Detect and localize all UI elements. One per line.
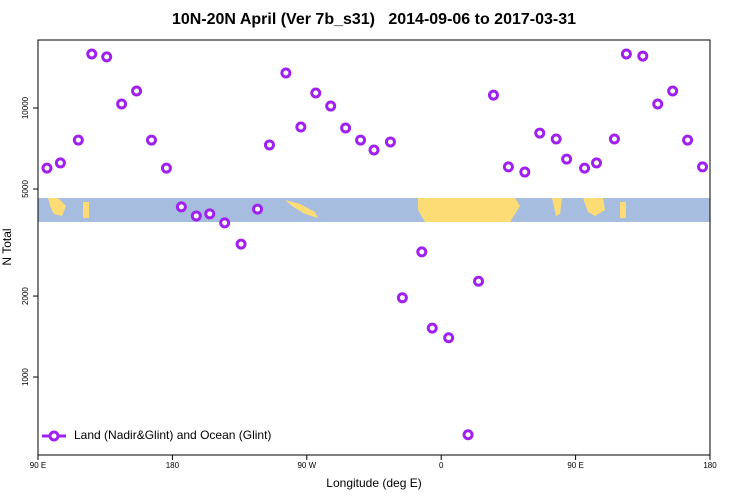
point	[534, 127, 546, 139]
point	[561, 153, 573, 165]
map-band	[38, 198, 710, 222]
legend-label: Land (Nadir&Glint) and Ocean (Glint)	[74, 428, 271, 442]
point	[637, 50, 649, 62]
x-tick-label: 90 W	[297, 461, 316, 470]
point	[443, 332, 455, 344]
x-tick-label: 180	[166, 461, 180, 470]
land	[48, 198, 626, 222]
point	[652, 98, 664, 110]
point	[160, 162, 172, 174]
y-tick-label: 5000	[21, 180, 30, 198]
plot-frame	[37, 39, 711, 456]
y-tick-label: 1000	[21, 368, 30, 386]
point	[487, 89, 499, 101]
point	[190, 210, 202, 222]
point	[620, 48, 632, 60]
x-tick-label: 0	[439, 461, 444, 470]
point	[384, 136, 396, 148]
point	[550, 133, 562, 145]
point	[325, 100, 337, 112]
point	[682, 134, 694, 146]
point	[396, 292, 408, 304]
point	[340, 122, 352, 134]
point	[519, 166, 531, 178]
point	[462, 429, 474, 441]
point	[667, 85, 679, 97]
y-tick-label: 10000	[21, 96, 30, 119]
ocean	[38, 198, 710, 222]
point	[145, 134, 157, 146]
x-tick-label: 90 E	[30, 461, 46, 470]
point	[86, 48, 98, 60]
point	[426, 322, 438, 334]
y-axis-label: N Total	[0, 228, 14, 265]
point	[219, 217, 231, 229]
point	[252, 203, 264, 215]
point	[280, 67, 292, 79]
point	[368, 144, 380, 156]
point	[54, 157, 66, 169]
point	[72, 134, 84, 146]
point	[697, 161, 709, 173]
point	[295, 121, 307, 133]
point	[235, 238, 247, 250]
x-tick-label: 90 E	[567, 461, 583, 470]
point	[175, 201, 187, 213]
point	[101, 51, 113, 63]
point	[41, 162, 53, 174]
point	[204, 208, 216, 220]
point	[502, 161, 514, 173]
point	[116, 98, 128, 110]
y-tick-label: 2000	[21, 287, 30, 305]
legend-marker	[48, 430, 60, 442]
point	[591, 157, 603, 169]
point	[355, 134, 367, 146]
point	[473, 275, 485, 287]
point	[310, 87, 322, 99]
x-axis-label: Longitude (deg E)	[326, 476, 421, 490]
chart-title: 10N-20N April (Ver 7b_s31) 2014-09-06 to…	[172, 11, 576, 28]
point	[608, 133, 620, 145]
x-tick-label: 180	[703, 461, 717, 470]
point	[131, 85, 143, 97]
point	[416, 246, 428, 258]
point	[579, 162, 591, 174]
point	[263, 139, 275, 151]
